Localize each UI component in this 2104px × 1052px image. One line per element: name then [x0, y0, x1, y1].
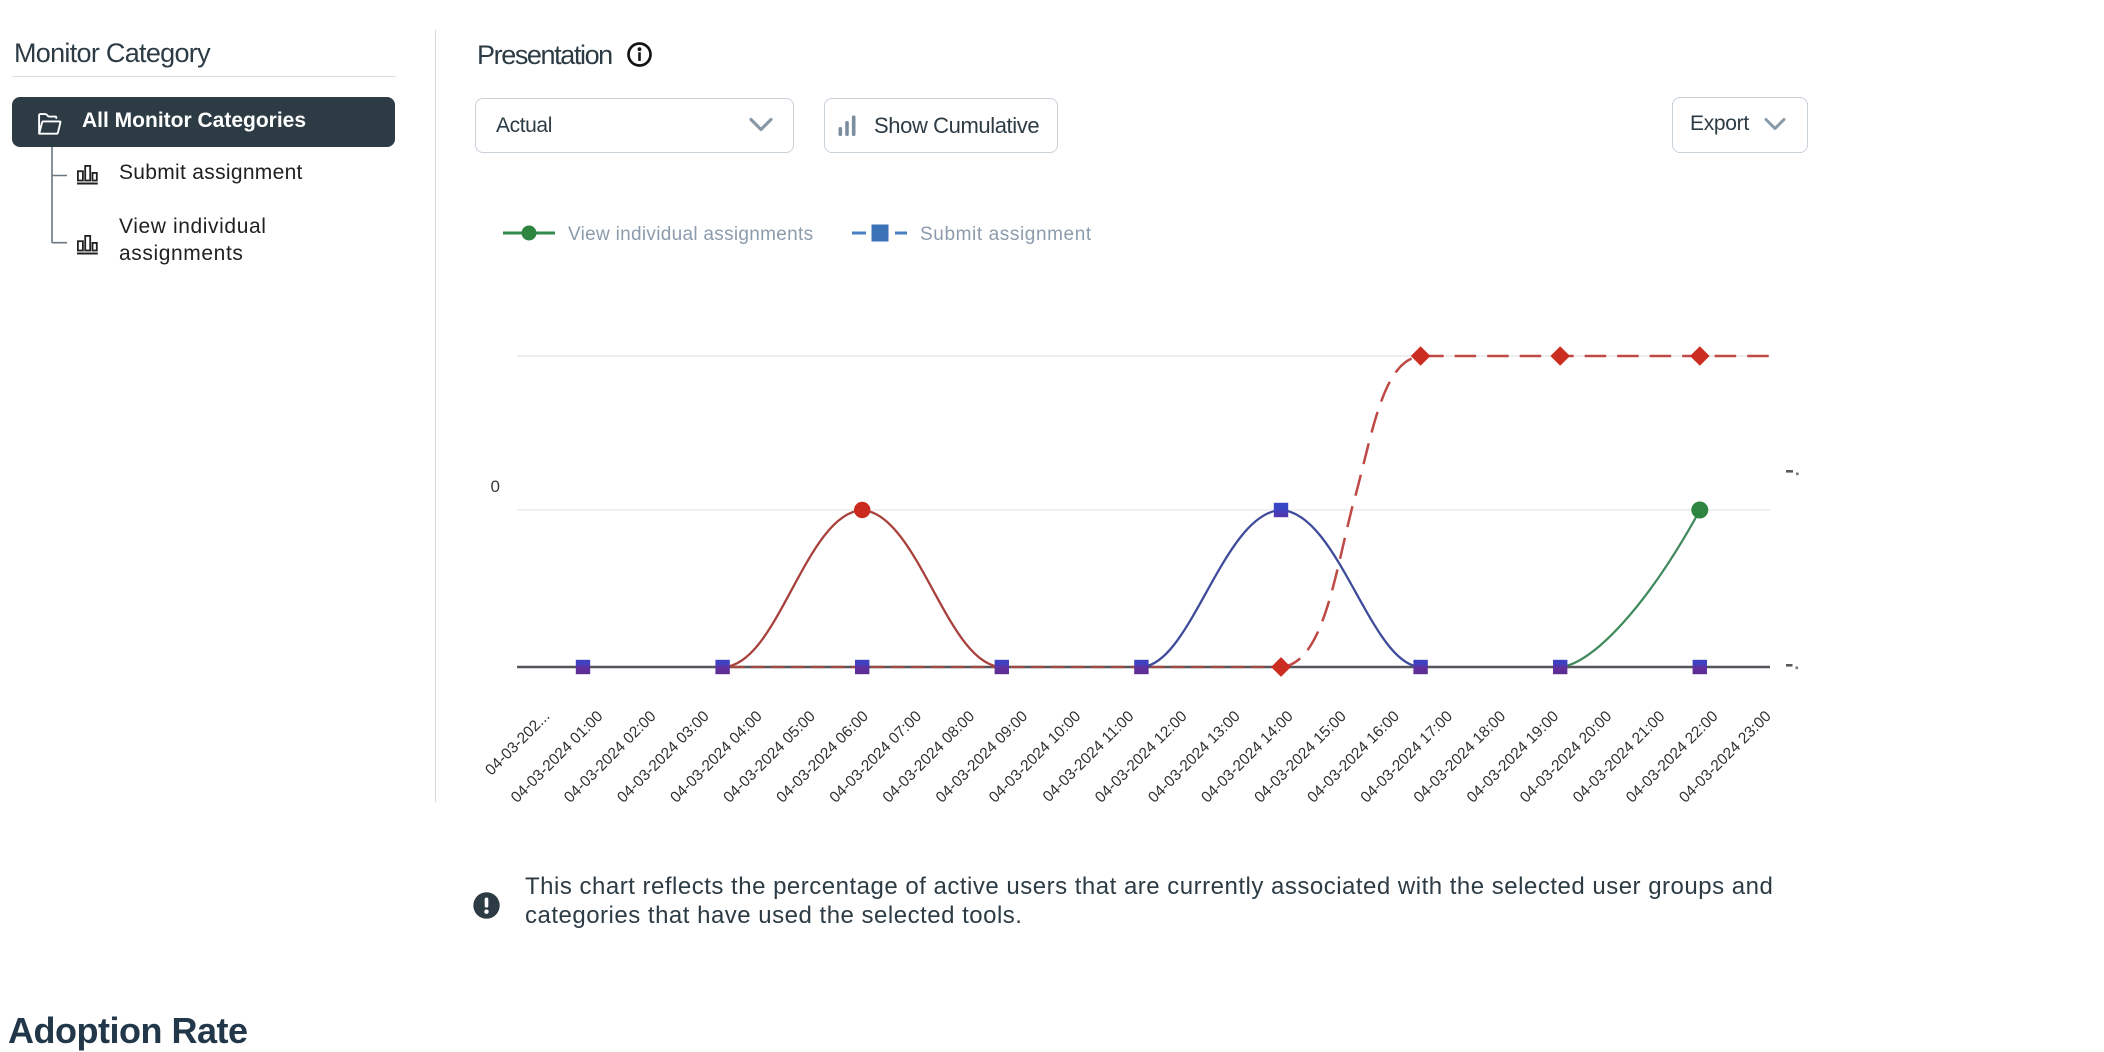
svg-text:04-03-2024 12:00: 04-03-2024 12:00 [1092, 708, 1191, 807]
svg-text:04-03-2024 05:00: 04-03-2024 05:00 [720, 708, 819, 807]
svg-text:04-03-2024 04:00: 04-03-2024 04:00 [667, 708, 766, 807]
svg-text:04-03-2024 18:00: 04-03-2024 18:00 [1411, 708, 1510, 807]
svg-text:04-03-2024 01:00: 04-03-2024 01:00 [508, 708, 607, 807]
svg-text:04-03-2024 11:00: 04-03-2024 11:00 [1040, 708, 1138, 806]
svg-text:04-03-2024 02:00: 04-03-2024 02:00 [561, 708, 660, 807]
svg-text:04-03-2024 13:00: 04-03-2024 13:00 [1145, 708, 1244, 807]
svg-text:0: 0 [491, 477, 500, 496]
svg-text:04-03-2024 10:00: 04-03-2024 10:00 [986, 708, 1085, 807]
svg-text:04-03-2024 17:00: 04-03-2024 17:00 [1357, 708, 1456, 807]
svg-text:04-03-2024 16:00: 04-03-2024 16:00 [1304, 708, 1403, 807]
svg-text:04-03-2024 14:00: 04-03-2024 14:00 [1198, 708, 1297, 807]
svg-text:04-03-2024 21:00: 04-03-2024 21:00 [1570, 708, 1669, 807]
svg-text:04-03-2024 23:00: 04-03-2024 23:00 [1676, 708, 1775, 807]
svg-text:04-03-2024 08:00: 04-03-2024 08:00 [880, 708, 979, 807]
svg-text:04-03-2024 03:00: 04-03-2024 03:00 [614, 708, 713, 807]
svg-text:04-03-2024 07:00: 04-03-2024 07:00 [826, 708, 925, 807]
svg-text:04-03-2024 15:00: 04-03-2024 15:00 [1251, 708, 1350, 807]
svg-text:04-03-2024 09:00: 04-03-2024 09:00 [933, 708, 1032, 807]
svg-text:04-03-2024 06:00: 04-03-2024 06:00 [773, 708, 872, 807]
svg-text:04-03-2024 22:00: 04-03-2024 22:00 [1623, 708, 1722, 807]
svg-text:Submit assignment: Submit assignment [920, 224, 1092, 245]
svg-text:04-03-2024 19:00: 04-03-2024 19:00 [1464, 708, 1563, 807]
svg-text:04-03-2024 20:00: 04-03-2024 20:00 [1517, 708, 1616, 807]
svg-text:View individual assignments: View individual assignments [568, 224, 813, 245]
